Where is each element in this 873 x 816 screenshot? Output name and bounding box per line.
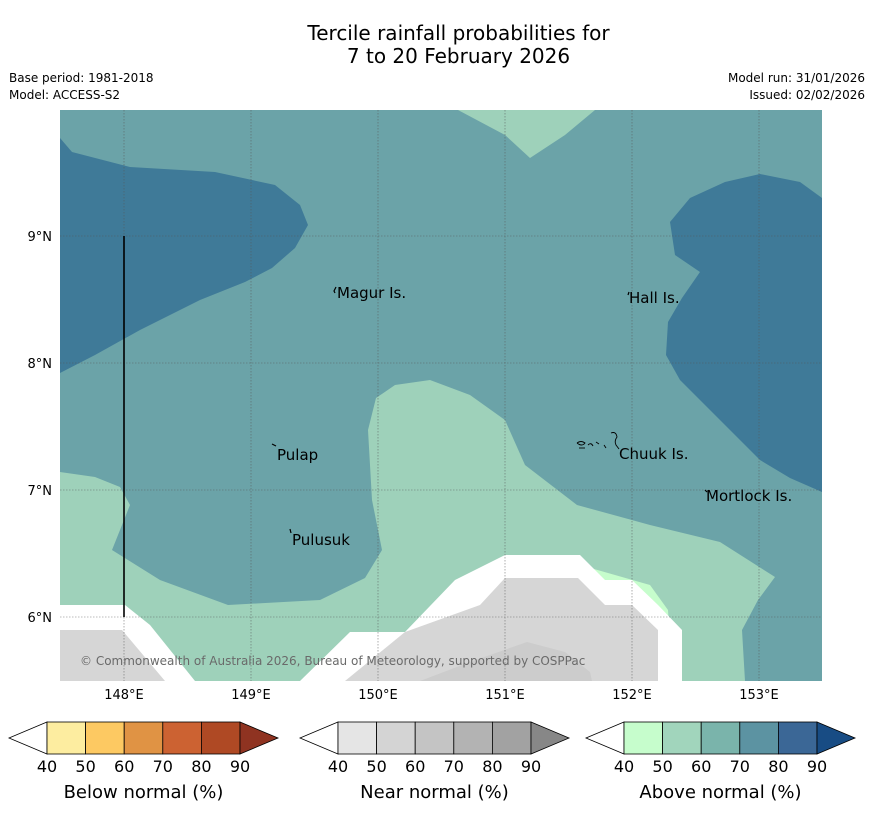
colorbar-near-segment: [337, 721, 377, 755]
colorbar-legends: 40 50 60 70 80 90 Below normal (%) 40 50 60 70 80 90…: [7, 721, 857, 803]
colorbar-below-segment: [46, 721, 86, 755]
colorbar-near-segment: [414, 721, 455, 755]
colorbar-below-segment: [123, 721, 164, 755]
colorbar-above-over-triangle: [816, 721, 857, 755]
colorbar-above-segment: [778, 721, 818, 755]
colorbar-near-title: Near normal (%): [360, 782, 509, 803]
colorbar-above-segment: [700, 721, 741, 755]
model-run: Model run: 31/01/2026: [727, 71, 865, 85]
place-label-hall: Hall Is.: [629, 289, 680, 307]
region-near-60-south: [420, 642, 592, 681]
gridlines: [60, 110, 822, 681]
lon-label-149e: 149°E: [231, 688, 271, 703]
colorbar-near-tick-label: 50: [366, 757, 386, 776]
title-line-2: 7 to 20 February 2026: [346, 44, 571, 68]
colorbar-near-under-triangle: [298, 721, 339, 755]
map-title: Tercile rainfall probabilities for 7 to …: [0, 22, 873, 68]
meta-left: Base period: 1981-2018 Model: ACCESS-S2: [9, 70, 154, 104]
issued-date: Issued: 02/02/2026: [749, 88, 865, 102]
colorbar-near-tick-label: 40: [328, 757, 348, 776]
colorbar-above-tick-label: 40: [614, 757, 634, 776]
colorbar-below-tick-label: 50: [75, 757, 95, 776]
colorbar-above-tick-label: 80: [768, 757, 788, 776]
colorbar-below-title: Below normal (%): [64, 782, 224, 803]
colorbar-below-segment: [162, 721, 202, 755]
base-period: Base period: 1981-2018: [9, 71, 154, 85]
colorbar-near-over-triangle: [530, 721, 571, 755]
colorbar-above-tick-label: 90: [807, 757, 827, 776]
lon-label-152e: 152°E: [612, 688, 652, 703]
colorbar-near-tick-label: 60: [405, 757, 425, 776]
lon-label-153e: 153°E: [739, 688, 779, 703]
colorbar-below-tick-label: 60: [114, 757, 134, 776]
colorbar-above-segment: [662, 721, 702, 755]
meta-right: Model run: 31/01/2026 Issued: 02/02/2026: [728, 70, 865, 104]
hall-island-marker: [627, 291, 630, 296]
place-label-pulap: Pulap: [277, 446, 318, 464]
pulusuk-island-marker: [289, 528, 292, 534]
place-label-magur: Magur Is.: [337, 284, 406, 302]
lon-label-151e: 151°E: [485, 688, 525, 703]
magur-island-marker: [333, 286, 337, 294]
place-label-chuuk: Chuuk Is.: [619, 445, 688, 463]
lon-label-150e: 150°E: [358, 688, 398, 703]
colorbar-near-segment: [491, 721, 532, 755]
colorbar-below-tick-label: 70: [153, 757, 173, 776]
colorbar-near-segment: [376, 721, 416, 755]
colorbar-above-title: Above normal (%): [639, 782, 801, 803]
region-near-50-west: [60, 630, 165, 681]
title-line-1: Tercile rainfall probabilities for: [307, 21, 610, 45]
region-above-60-north: [458, 110, 595, 158]
region-above-80-northwest: [60, 138, 308, 373]
colorbar-above-segment: [623, 721, 663, 755]
lon-label-148e: 148°E: [104, 688, 144, 703]
lat-label-7n: 7°N: [28, 484, 53, 499]
colorbar-below-segment: [200, 721, 241, 755]
colorbar-below: 40 50 60 70 80 90 Below normal (%): [7, 721, 280, 803]
colorbar-below-tick-label: 90: [230, 757, 250, 776]
colorbar-above-tick-label: 60: [691, 757, 711, 776]
model-name: Model: ACCESS-S2: [9, 88, 121, 102]
colorbar-above-under-triangle: [584, 721, 625, 755]
colorbar-near-tick-label: 80: [482, 757, 502, 776]
region-near-50-south: [345, 578, 658, 681]
colorbar-above-tick-label: 50: [652, 757, 672, 776]
colorbar-near-tick-label: 90: [521, 757, 541, 776]
place-label-pulusuk: Pulusuk: [292, 531, 350, 549]
colorbar-below-under-triangle: [7, 721, 48, 755]
colorbar-near-segment: [453, 721, 493, 755]
colorbar-near-tick-label: 70: [444, 757, 464, 776]
lat-label-8n: 8°N: [28, 357, 53, 372]
place-label-mortlock: Mortlock Is.: [706, 487, 792, 505]
pulap-island-marker: [271, 443, 277, 447]
mortlock-island-marker: [704, 489, 708, 493]
colorbar-above-tick-label: 70: [730, 757, 750, 776]
colorbar-above-segment: [739, 721, 779, 755]
colorbar-below-tick-label: 80: [191, 757, 211, 776]
colorbar-below-tick-label: 40: [37, 757, 57, 776]
copyright-notice: © Commonwealth of Australia 2026, Bureau…: [80, 654, 585, 668]
chuuk-lagoon-islands: [576, 432, 620, 450]
lat-label-9n: 9°N: [28, 230, 53, 245]
colorbar-below-over-triangle: [239, 721, 280, 755]
region-above-80-east: [666, 174, 822, 492]
map-area: Magur Is. Hall Is. Pulap Chuuk Is. Mortl…: [60, 110, 822, 681]
colorbar-above: 40 50 60 70 80 90 Above normal (%): [584, 721, 857, 803]
colorbar-below-segment: [85, 721, 125, 755]
colorbar-near: 40 50 60 70 80 90 Near normal (%): [298, 721, 571, 803]
lat-label-6n: 6°N: [28, 611, 53, 626]
